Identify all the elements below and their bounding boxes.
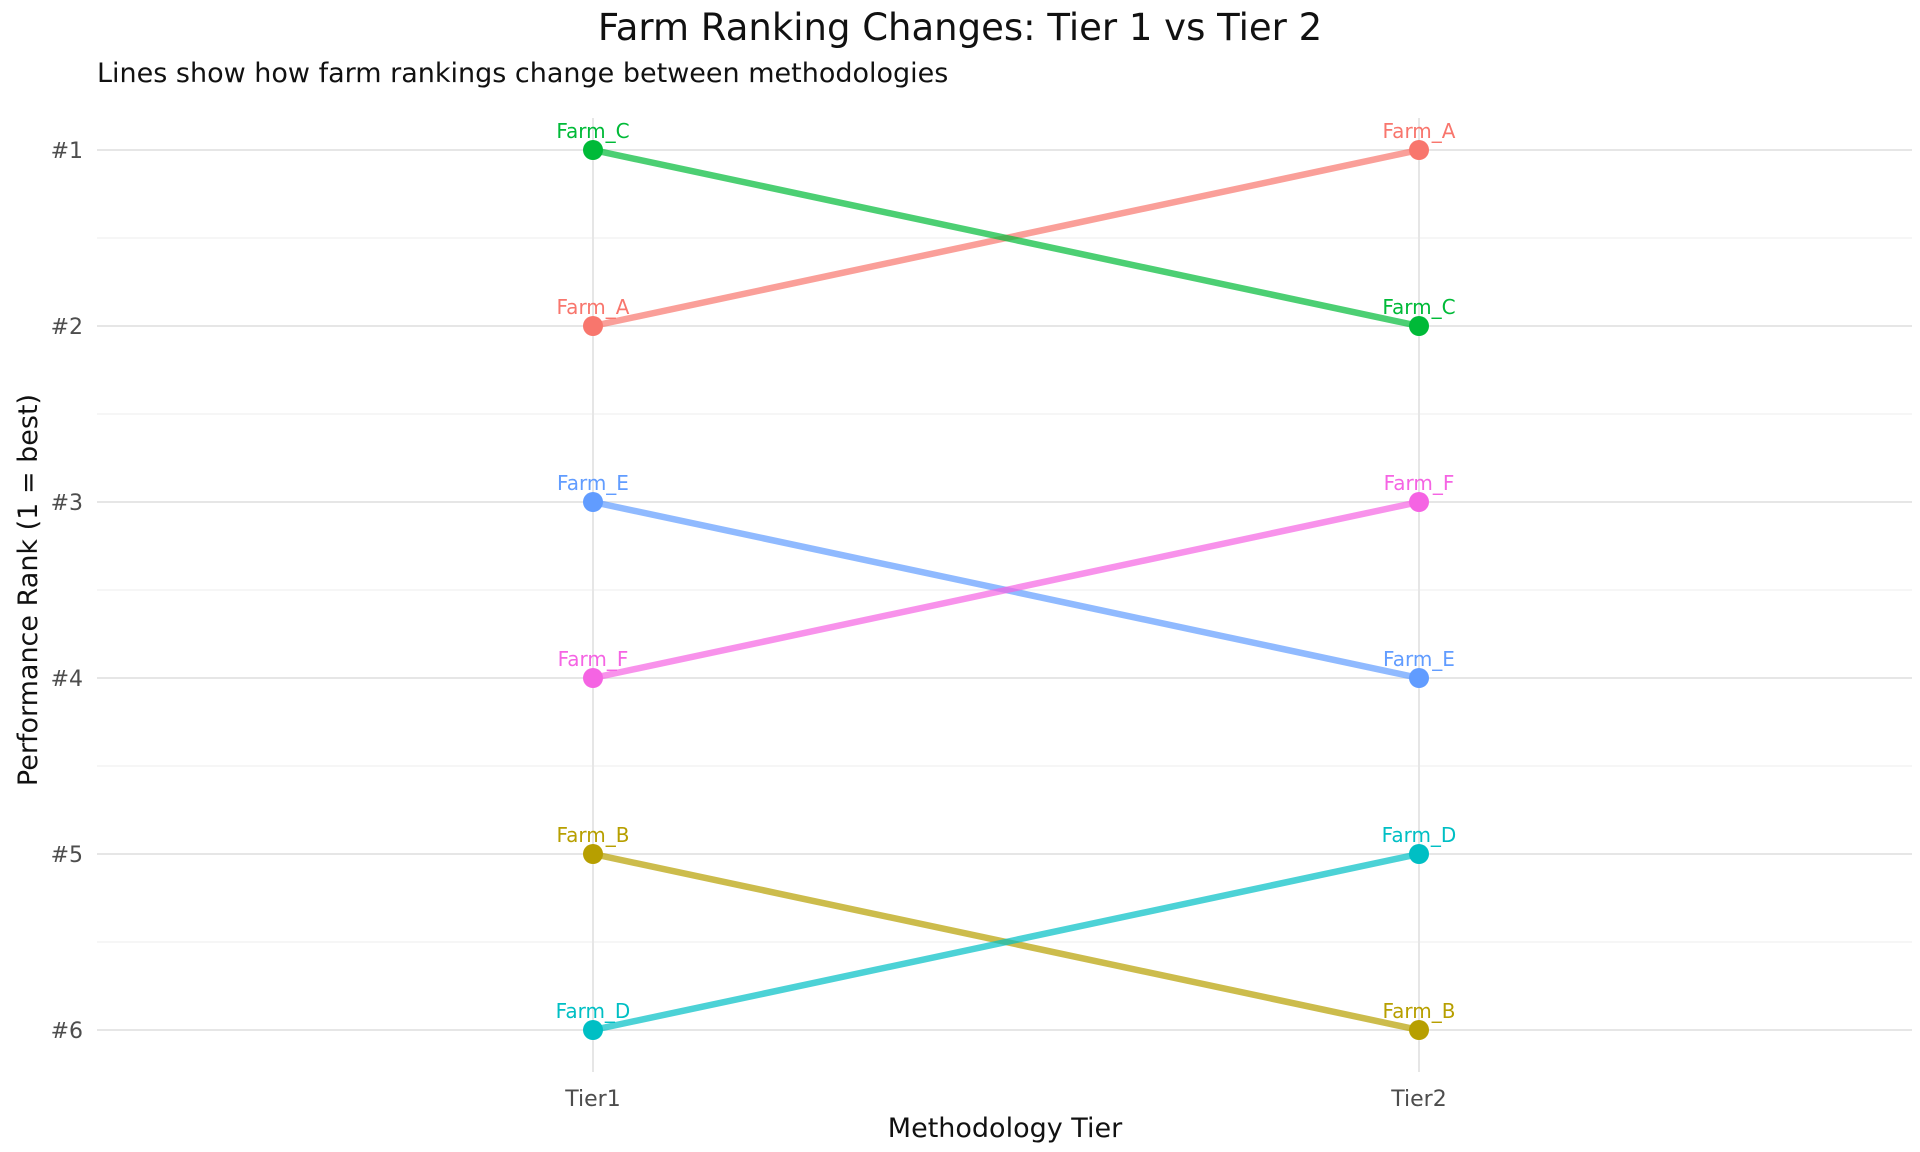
chart-title: Farm Ranking Changes: Tier 1 vs Tier 2 (597, 6, 1323, 49)
y-tick-label: #1 (51, 139, 83, 164)
y-tick-label: #3 (51, 491, 83, 516)
y-tick-label: #4 (51, 667, 83, 692)
point-label-farm-a: Farm_A (1383, 119, 1456, 143)
point-label-farm-d: Farm_D (556, 999, 631, 1023)
point-label-farm-f: Farm_F (558, 647, 629, 671)
y-tick-label: #6 (51, 1019, 83, 1044)
data-point-farm-d (1409, 844, 1429, 864)
point-label-farm-e: Farm_E (1383, 647, 1455, 671)
grid-lines (97, 118, 1912, 1072)
point-label-farm-e: Farm_E (557, 471, 629, 495)
point-label-farm-a: Farm_A (557, 295, 630, 319)
series-line-farm-d (592, 850, 1420, 1034)
x-tick-label: Tier1 (564, 1087, 620, 1112)
point-label-farm-b: Farm_B (1383, 999, 1456, 1023)
series-lines (592, 146, 1420, 1034)
y-tick-label: #2 (51, 315, 83, 340)
data-point-farm-a (583, 316, 603, 336)
data-point-farm-c (1409, 316, 1429, 336)
point-label-farm-b: Farm_B (557, 823, 630, 847)
series-points (583, 140, 1429, 1040)
data-point-farm-f (583, 668, 603, 688)
point-label-farm-c: Farm_C (1382, 295, 1455, 319)
axes: #1 #2 #3 #4 #5 #6 Tier1 Tier2 Methodology Tier Pe… (13, 139, 1447, 1144)
point-labels: Farm_A Farm_A Farm_B Farm_B Farm_C Farm_C Farm… (556, 119, 1457, 1023)
data-point-farm-d (583, 1020, 603, 1040)
y-axis-title: Performance Rank (1 = best) (13, 394, 44, 786)
data-point-farm-b (583, 844, 603, 864)
data-point-farm-a (1409, 140, 1429, 160)
point-label-farm-f: Farm_F (1384, 471, 1455, 495)
data-point-farm-e (583, 492, 603, 512)
x-tick-label: Tier2 (1390, 1087, 1446, 1112)
data-point-farm-c (583, 140, 603, 160)
data-point-farm-f (1409, 492, 1429, 512)
y-tick-label: #5 (51, 843, 83, 868)
series-line-farm-c (592, 146, 1420, 330)
x-axis-title: Methodology Tier (888, 1113, 1123, 1144)
point-label-farm-d: Farm_D (1382, 823, 1457, 847)
series-line-farm-f (592, 498, 1420, 682)
chart-subtitle: Lines show how farm rankings change betw… (97, 58, 949, 89)
point-label-farm-c: Farm_C (556, 119, 629, 143)
data-point-farm-e (1409, 668, 1429, 688)
data-point-farm-b (1409, 1020, 1429, 1040)
